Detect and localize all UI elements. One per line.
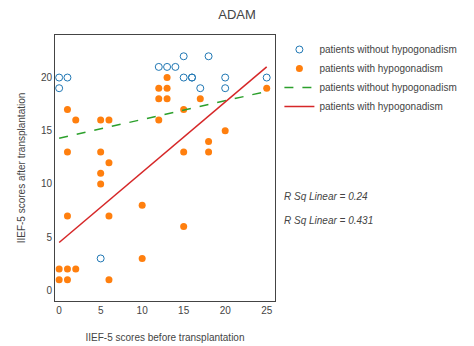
svg-text:patients without hypogonadism: patients without hypogonadism [319,44,456,55]
svg-text:15: 15 [178,305,190,316]
svg-text:patients without hypogonadism: patients without hypogonadism [319,82,456,93]
svg-text:patients with hypogonadism: patients with hypogonadism [319,63,442,74]
svg-text:patients with hypogonadism: patients with hypogonadism [319,101,442,112]
svg-text:0: 0 [56,305,62,316]
svg-text:IIEF-5 scores after transplant: IIEF-5 scores after transplantation [16,93,27,244]
svg-text:20: 20 [41,72,53,83]
svg-text:15: 15 [41,125,53,136]
svg-text:5: 5 [98,305,104,316]
svg-text:0: 0 [46,285,52,296]
svg-text:10: 10 [137,305,149,316]
svg-text:10: 10 [41,178,53,189]
svg-text:IIEF-5 scores before transplan: IIEF-5 scores before transplantation [86,332,245,343]
svg-text:20: 20 [220,305,232,316]
svg-text:25: 25 [261,305,273,316]
svg-text:5: 5 [46,232,52,243]
svg-text:R Sq Linear = 0.24: R Sq Linear = 0.24 [284,191,368,202]
svg-text:R Sq Linear = 0.431: R Sq Linear = 0.431 [284,215,373,226]
svg-text:ADAM: ADAM [218,7,256,22]
